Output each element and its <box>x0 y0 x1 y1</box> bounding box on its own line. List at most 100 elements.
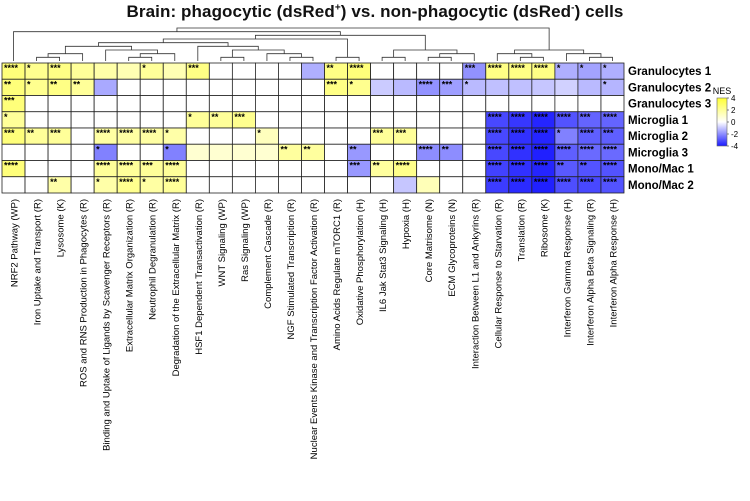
heatmap-cell <box>301 62 325 80</box>
row-label: Microglia 1 <box>628 115 689 127</box>
heatmap-cell <box>208 127 233 145</box>
column-label: NGF Stimulated Transcription (R) <box>286 199 297 339</box>
significance-label: *** <box>327 79 338 89</box>
heatmap-cell <box>416 111 441 129</box>
heatmap-cell <box>554 95 579 113</box>
significance-label: * <box>350 79 354 89</box>
heatmap-cell <box>554 78 579 96</box>
heatmap-cell <box>231 62 256 80</box>
dendrogram-branch <box>519 56 544 61</box>
heatmap-cell <box>116 143 141 161</box>
heatmap-cell <box>1 176 26 194</box>
heatmap-cell <box>462 160 487 178</box>
significance-label: **** <box>488 161 503 171</box>
heatmap-cell <box>255 143 279 161</box>
heatmap-cell <box>24 160 49 178</box>
significance-label: **** <box>4 63 19 73</box>
heatmap-cell <box>70 111 95 129</box>
significance-label: * <box>557 128 561 138</box>
significance-label: **** <box>580 144 595 154</box>
significance-label: ** <box>580 161 588 171</box>
heatmap-cell <box>231 127 256 145</box>
heatmap-cell <box>93 111 118 129</box>
heatmap-cell <box>301 127 325 145</box>
row-label: Microglia 3 <box>628 147 688 159</box>
dendrogram-branch <box>197 45 259 61</box>
significance-label: * <box>27 79 31 89</box>
column-label: Degradation of the Extracellular Matrix … <box>171 199 182 376</box>
significance-label: **** <box>534 144 549 154</box>
significance-label: ** <box>280 144 288 154</box>
dendrogram-branch <box>255 34 426 50</box>
heatmap-cell <box>208 78 233 96</box>
significance-label: **** <box>511 63 526 73</box>
significance-label: * <box>27 63 31 73</box>
dendrogram-branch <box>98 42 229 47</box>
heatmap-cell <box>231 95 256 113</box>
significance-label: *** <box>350 161 361 171</box>
heatmap-cell <box>370 143 395 161</box>
heatmap-cell <box>93 62 118 80</box>
significance-label: **** <box>419 144 434 154</box>
dendrogram-branch <box>496 53 533 61</box>
heatmap-cell <box>462 176 487 194</box>
significance-label: * <box>165 128 169 138</box>
column-label: Ras Signaling (WP) <box>240 199 251 282</box>
column-label: Nuclear Events Kinase and Transcription … <box>309 199 320 459</box>
significance-label: **** <box>534 177 549 187</box>
heatmap-cell <box>278 62 302 80</box>
heatmap-cell <box>162 62 187 80</box>
heatmap-cell <box>301 78 325 96</box>
column-label: Interaction Between L1 and Ankyrins (R) <box>470 199 481 369</box>
heatmap-cell <box>347 95 371 113</box>
heatmap-cell <box>70 95 95 113</box>
significance-label: * <box>96 177 100 187</box>
heatmap-cell <box>439 62 464 80</box>
heatmap-cell <box>47 111 72 129</box>
heatmap-cell <box>439 160 464 178</box>
column-label: WNT Signaling (WP) <box>217 199 228 286</box>
colorbar-tick-label: 0 <box>731 118 736 127</box>
column-label: Ribosome (K) <box>539 199 550 257</box>
dendrogram-branch <box>381 56 406 61</box>
heatmap-cells <box>1 62 625 194</box>
column-label: Complement Cascade (R) <box>263 199 274 309</box>
significance-label: *** <box>142 161 153 171</box>
significance-label: ** <box>350 144 358 154</box>
column-label: Neutrophil Degranulation (R) <box>148 199 159 320</box>
significance-label: **** <box>580 177 595 187</box>
heatmap-cell <box>185 127 210 145</box>
significance-label: *** <box>603 128 614 138</box>
heatmap-cell <box>416 127 441 145</box>
significance-label: *** <box>465 63 476 73</box>
significance-label: **** <box>603 177 618 187</box>
heatmap-cell <box>116 62 141 80</box>
heatmap-cell <box>208 143 233 161</box>
heatmap-cell <box>162 111 187 129</box>
significance-label: **** <box>511 161 526 171</box>
heatmap-cell <box>347 111 371 129</box>
heatmap-cell <box>393 111 418 129</box>
heatmap-cell <box>185 176 210 194</box>
significance-label: **** <box>419 79 434 89</box>
heatmap-cell <box>577 95 602 113</box>
column-label: IL6 Jak Stat3 Signaling (H) <box>378 199 389 312</box>
column-label: Lysosome (K) <box>56 199 67 257</box>
significance-label: ** <box>303 144 311 154</box>
heatmap-cell <box>255 111 279 129</box>
colorbar-gradient <box>716 97 728 147</box>
heatmap-cell <box>393 78 418 96</box>
significance-labels: **** * *** * *** ** **** *** **** **** **** * * *** * *… <box>4 63 617 187</box>
heatmap-cell <box>577 78 602 96</box>
heatmap-cell <box>70 160 95 178</box>
dendrogram-branch <box>266 53 302 61</box>
row-label: Mono/Mac 2 <box>628 180 694 192</box>
column-label: Cellular Response to Starvation (R) <box>493 199 504 348</box>
chart-title: Brain: phagocytic (dsRed+) vs. non-phago… <box>126 2 624 21</box>
heatmap-cell <box>255 78 279 96</box>
heatmap-cell <box>324 95 348 113</box>
significance-label: **** <box>557 112 572 122</box>
heatmap-cell <box>208 160 233 178</box>
heatmap-cell <box>370 62 395 80</box>
